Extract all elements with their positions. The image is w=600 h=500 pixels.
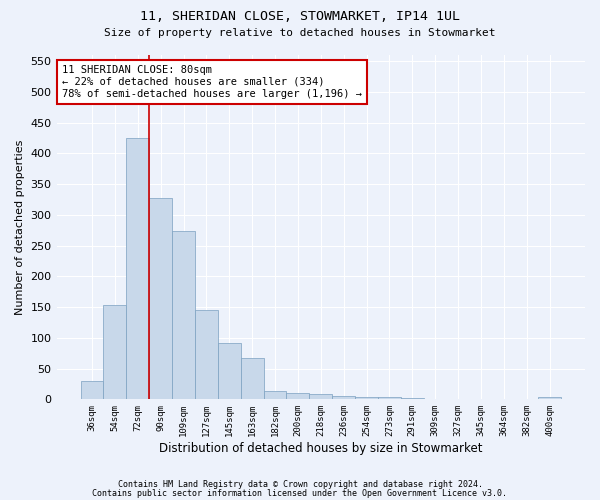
Bar bbox=[218, 343, 241, 400]
Bar bbox=[355, 398, 378, 400]
Text: Contains HM Land Registry data © Crown copyright and database right 2024.: Contains HM Land Registry data © Crown c… bbox=[118, 480, 482, 489]
Bar bbox=[172, 232, 195, 400]
Bar bbox=[332, 396, 355, 400]
Bar bbox=[310, 394, 332, 400]
Bar bbox=[103, 306, 127, 400]
Bar bbox=[401, 398, 424, 400]
Bar bbox=[538, 397, 561, 400]
Bar bbox=[263, 392, 286, 400]
Bar bbox=[493, 398, 515, 400]
X-axis label: Distribution of detached houses by size in Stowmarket: Distribution of detached houses by size … bbox=[159, 442, 482, 455]
Text: Contains public sector information licensed under the Open Government Licence v3: Contains public sector information licen… bbox=[92, 489, 508, 498]
Bar bbox=[446, 398, 469, 400]
Bar bbox=[195, 310, 218, 400]
Bar bbox=[424, 398, 446, 400]
Bar bbox=[378, 398, 401, 400]
Bar bbox=[286, 393, 310, 400]
Text: 11, SHERIDAN CLOSE, STOWMARKET, IP14 1UL: 11, SHERIDAN CLOSE, STOWMARKET, IP14 1UL bbox=[140, 10, 460, 23]
Text: 11 SHERIDAN CLOSE: 80sqm
← 22% of detached houses are smaller (334)
78% of semi-: 11 SHERIDAN CLOSE: 80sqm ← 22% of detach… bbox=[62, 66, 362, 98]
Bar bbox=[515, 398, 538, 400]
Text: Size of property relative to detached houses in Stowmarket: Size of property relative to detached ho… bbox=[104, 28, 496, 38]
Bar bbox=[149, 198, 172, 400]
Bar bbox=[241, 358, 263, 400]
Y-axis label: Number of detached properties: Number of detached properties bbox=[15, 140, 25, 315]
Bar bbox=[127, 138, 149, 400]
Bar bbox=[80, 381, 103, 400]
Bar bbox=[469, 398, 493, 400]
